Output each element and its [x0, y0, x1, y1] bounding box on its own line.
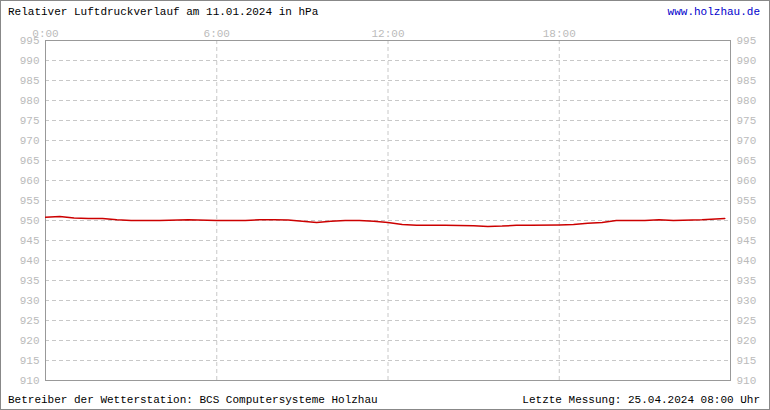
- svg-text:980: 980: [737, 95, 757, 107]
- svg-text:18:00: 18:00: [543, 28, 576, 40]
- html-text:www.holzhau.de: www.holzhau.de: [667, 6, 760, 18]
- svg-text:940: 940: [737, 255, 757, 267]
- html-text:Betreiber der Wetterstation: B: Betreiber der Wetterstation: BCS Compute…: [8, 394, 378, 406]
- svg-text:920: 920: [737, 335, 757, 347]
- svg-text:12:00: 12:00: [371, 28, 404, 40]
- svg-text:910: 910: [20, 375, 40, 387]
- svg-text:915: 915: [20, 355, 40, 367]
- svg-text:985: 985: [737, 75, 757, 87]
- svg-text:975: 975: [737, 115, 757, 127]
- svg-text:990: 990: [20, 55, 40, 67]
- svg-text:935: 935: [20, 275, 40, 287]
- svg-text:945: 945: [737, 235, 757, 247]
- svg-text:930: 930: [737, 295, 757, 307]
- svg-text:925: 925: [20, 315, 40, 327]
- svg-text:925: 925: [737, 315, 757, 327]
- svg-text:940: 940: [20, 255, 40, 267]
- svg-text:0:00: 0:00: [32, 27, 59, 40]
- svg-text:6:00: 6:00: [204, 28, 230, 40]
- svg-text:990: 990: [737, 55, 757, 67]
- svg-text:955: 955: [737, 195, 757, 207]
- html-text:Letzte Messung: 25.04.2024 08:: Letzte Messung: 25.04.2024 08:00 Uhr: [522, 394, 760, 406]
- svg-text:915: 915: [737, 355, 757, 367]
- svg-text:985: 985: [20, 75, 40, 87]
- svg-text:945: 945: [20, 235, 40, 247]
- svg-text:950: 950: [737, 215, 757, 227]
- svg-text:910: 910: [737, 375, 757, 387]
- svg-text:995: 995: [20, 35, 40, 47]
- svg-text:960: 960: [20, 175, 40, 187]
- svg-text:930: 930: [20, 295, 40, 307]
- svg-text:955: 955: [20, 195, 40, 207]
- html-text:Relativer Luftdruckverlauf am: Relativer Luftdruckverlauf am 11.01.2024…: [8, 6, 319, 18]
- svg-text:960: 960: [737, 175, 757, 187]
- svg-text:980: 980: [20, 95, 40, 107]
- svg-text:920: 920: [20, 335, 40, 347]
- svg-text:950: 950: [20, 215, 40, 227]
- svg-text:975: 975: [20, 115, 40, 127]
- svg-text:995: 995: [737, 35, 757, 47]
- svg-text:970: 970: [737, 135, 757, 147]
- svg-text:935: 935: [737, 275, 757, 287]
- svg-text:965: 965: [20, 155, 40, 167]
- svg-text:970: 970: [20, 135, 40, 147]
- svg-text:965: 965: [737, 155, 757, 167]
